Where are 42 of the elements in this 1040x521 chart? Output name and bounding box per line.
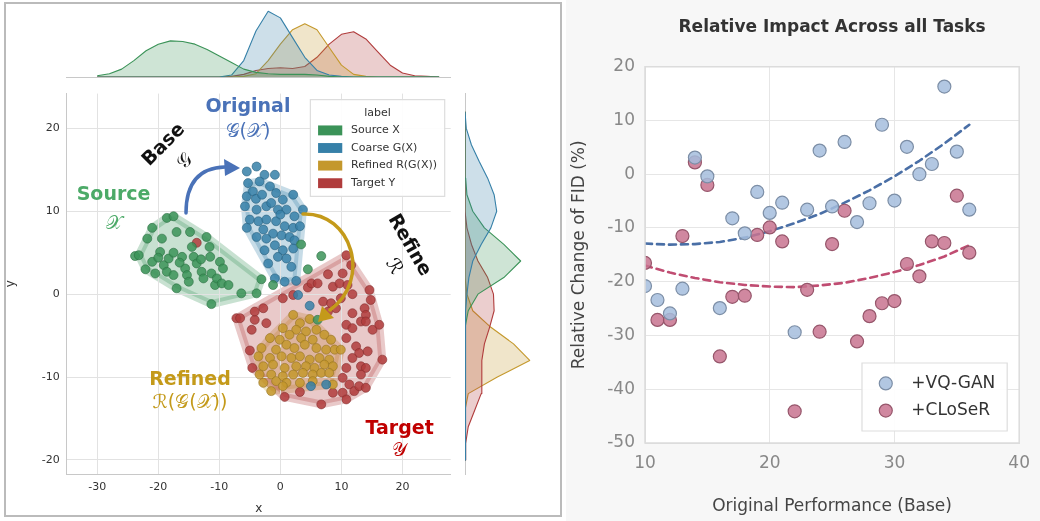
y-axis-title: Relative Change of FID (%) (567, 140, 588, 370)
legend-label: Refined R(G(X)) (351, 158, 438, 172)
y-tick-label: 0 (624, 162, 635, 183)
legend-label: +VQ-GAN (911, 371, 996, 392)
annotation: Original (205, 93, 291, 116)
y-tick-label: 10 (45, 204, 60, 218)
x-tick-label: 30 (883, 451, 906, 472)
x-axis-title: x (255, 500, 263, 515)
y-tick-label: -10 (607, 216, 635, 237)
x-tick-label: -10 (210, 480, 229, 494)
annotation: 𝒢(𝒳) (225, 118, 271, 141)
y-tick-label: 20 (45, 121, 60, 135)
y-tick-label: 20 (613, 55, 635, 76)
x-tick-label: -20 (149, 480, 168, 494)
annotation: ℛ(𝒢(𝒳)) (152, 389, 228, 412)
annotation: 𝒳 (105, 211, 125, 234)
annotation: Source (76, 182, 151, 205)
y-tick-label: -40 (607, 377, 635, 398)
legend-label: Coarse G(X) (351, 140, 418, 154)
chart-title: Relative Impact Across all Tasks (678, 16, 986, 37)
annotation: 𝒴 (392, 438, 409, 461)
y-axis-title: y (3, 280, 18, 288)
x-tick-label: 20 (758, 451, 781, 472)
x-tick-label: 10 (334, 480, 349, 494)
x-axis-title: Original Performance (Base) (712, 495, 952, 516)
y-tick-label: 0 (52, 287, 60, 301)
x-tick-label: -30 (88, 480, 107, 494)
y-tick-label: -30 (607, 323, 635, 344)
legend-label: Target Y (350, 176, 396, 190)
annotation: Refined (149, 366, 231, 389)
y-tick-label: -10 (41, 369, 60, 383)
x-tick-label: 0 (276, 480, 284, 494)
x-tick-label: 10 (634, 451, 656, 472)
annotation: Target (365, 416, 434, 439)
x-tick-label: 20 (395, 480, 410, 494)
legend-title: label (364, 105, 391, 119)
y-tick-label: 10 (613, 108, 635, 129)
legend-label: Source X (351, 123, 401, 137)
y-tick-label: -20 (607, 270, 635, 291)
y-tick-label: -50 (607, 431, 635, 452)
x-tick-label: 40 (1008, 451, 1030, 472)
legend-label: +CLoSeR (911, 399, 991, 420)
